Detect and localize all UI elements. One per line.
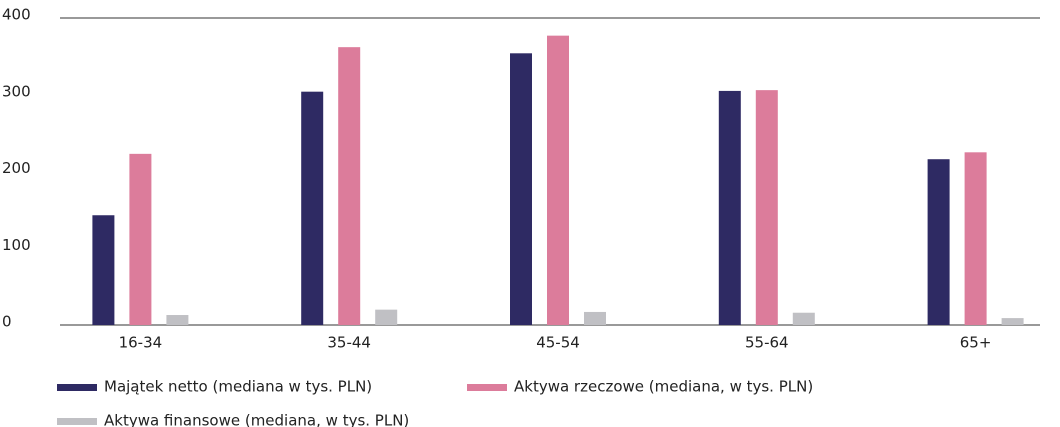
bar xyxy=(129,153,152,325)
x-tick-label: 65+ xyxy=(960,334,992,352)
legend-label: Majątek netto (mediana w tys. PLN) xyxy=(104,378,372,396)
bar xyxy=(964,152,987,325)
bar xyxy=(166,315,189,325)
bar xyxy=(755,90,778,326)
bar xyxy=(301,91,324,326)
bar xyxy=(92,215,115,325)
bar xyxy=(718,90,741,325)
bar xyxy=(584,311,606,325)
bar xyxy=(375,309,398,325)
bar xyxy=(510,53,532,326)
y-tick-label: 0 xyxy=(2,313,12,331)
legend-swatch xyxy=(57,418,97,425)
bar xyxy=(1001,318,1024,325)
bar xyxy=(338,47,361,325)
x-tick-label: 55-64 xyxy=(745,334,789,352)
y-tick-label: 200 xyxy=(2,159,31,177)
bar xyxy=(927,159,950,325)
bar xyxy=(547,35,569,326)
bar xyxy=(792,312,815,325)
legend-label: Aktywa finansowe (mediana, w tys. PLN) xyxy=(104,412,409,427)
legend-swatch xyxy=(57,384,97,391)
x-tick-label: 16-34 xyxy=(119,334,163,352)
y-tick-label: 100 xyxy=(2,236,31,254)
y-tick-label: 400 xyxy=(2,6,31,24)
y-tick-label: 300 xyxy=(2,82,31,100)
x-tick-label: 35-44 xyxy=(327,334,371,352)
legend-swatch xyxy=(467,384,507,391)
x-tick-label: 45-54 xyxy=(536,334,580,352)
legend-label: Aktywa rzeczowe (mediana, w tys. PLN) xyxy=(514,378,813,396)
